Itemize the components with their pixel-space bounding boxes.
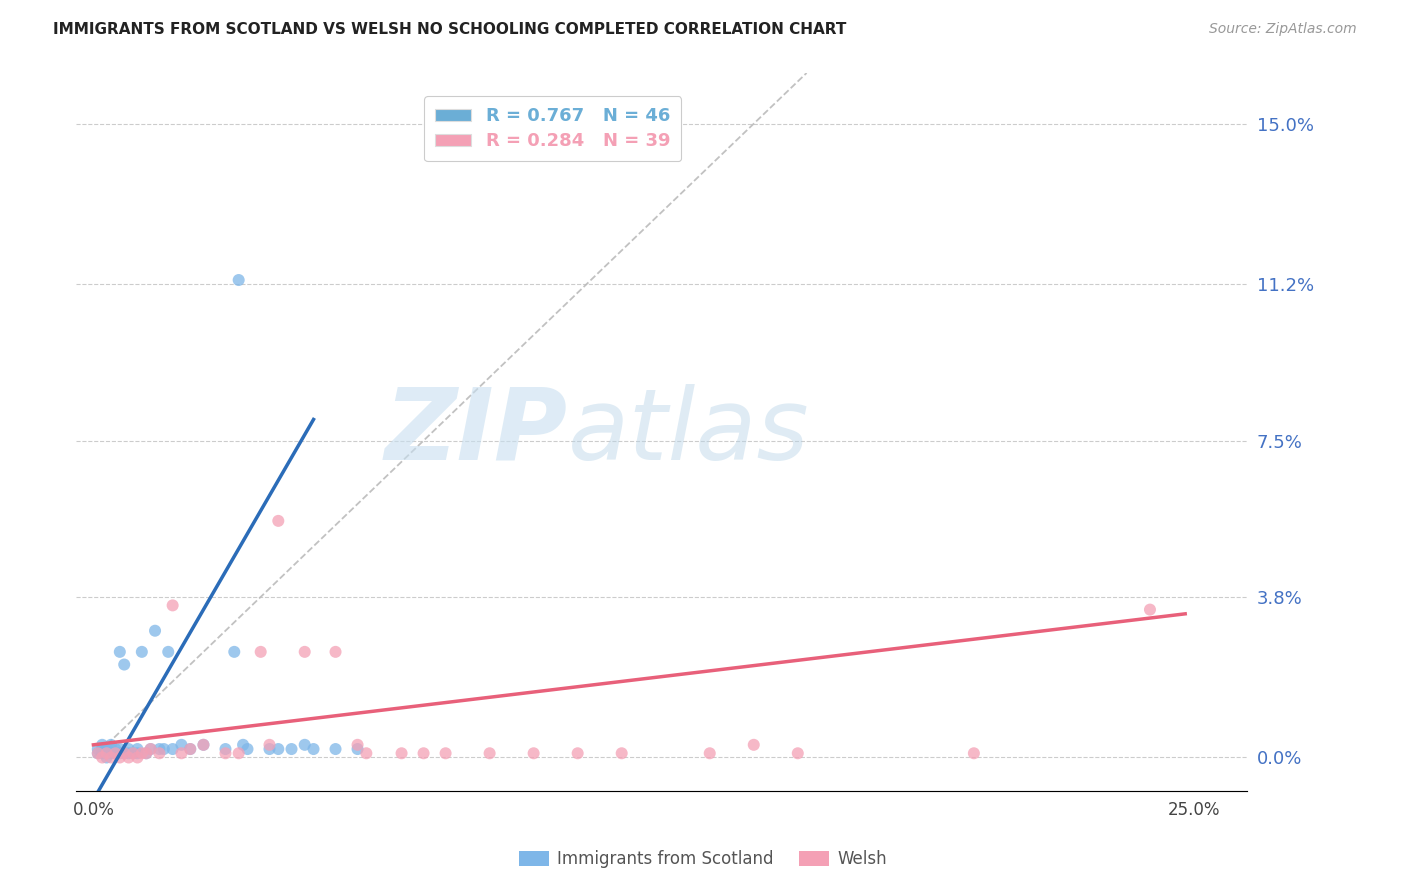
Point [699, 746, 721, 760]
Point [346, 738, 368, 752]
Point [193, 738, 215, 752]
Point [259, 738, 281, 752]
Point [127, 750, 149, 764]
Point [224, 645, 246, 659]
Point [91, 750, 114, 764]
Point [148, 746, 170, 760]
Point [96, 742, 118, 756]
Text: atlas: atlas [568, 384, 810, 481]
Point [162, 599, 184, 613]
Point [325, 645, 347, 659]
Point [96, 746, 118, 760]
Point [135, 746, 157, 760]
Point [117, 746, 139, 760]
Point [108, 742, 131, 756]
Point [91, 738, 114, 752]
Point [232, 738, 254, 752]
Point [236, 742, 259, 756]
Point [434, 746, 457, 760]
Point [1139, 602, 1161, 616]
Point [228, 746, 250, 760]
Point [122, 746, 145, 760]
Legend: R = 0.767   N = 46, R = 0.284   N = 39: R = 0.767 N = 46, R = 0.284 N = 39 [425, 96, 681, 161]
Point [96, 746, 118, 760]
Point [117, 742, 139, 756]
Point [112, 746, 135, 760]
Point [412, 746, 434, 760]
Point [267, 514, 290, 528]
Point [100, 742, 122, 756]
Point [162, 742, 184, 756]
Point [179, 742, 201, 756]
Point [91, 742, 114, 756]
Point [127, 746, 149, 760]
Point [87, 742, 110, 756]
Point [148, 742, 170, 756]
Point [170, 746, 193, 760]
Point [131, 645, 153, 659]
Point [302, 742, 325, 756]
Point [786, 746, 808, 760]
Point [294, 738, 316, 752]
Point [356, 746, 378, 760]
Point [108, 750, 131, 764]
Point [112, 746, 135, 760]
Point [135, 746, 157, 760]
Point [91, 746, 114, 760]
Point [143, 624, 166, 638]
Point [139, 742, 162, 756]
Point [131, 746, 153, 760]
Point [139, 742, 162, 756]
Point [325, 742, 347, 756]
Point [87, 746, 110, 760]
Point [117, 750, 139, 764]
Point [294, 645, 316, 659]
Point [96, 750, 118, 764]
Point [100, 746, 122, 760]
Point [170, 738, 193, 752]
Point [193, 738, 215, 752]
Point [523, 746, 546, 760]
Text: ZIP: ZIP [385, 384, 568, 481]
Point [100, 738, 122, 752]
Point [214, 746, 236, 760]
Point [157, 645, 180, 659]
Point [346, 742, 368, 756]
Point [963, 746, 986, 760]
Point [87, 746, 110, 760]
Point [112, 657, 135, 672]
Point [478, 746, 501, 760]
Point [104, 746, 127, 760]
Point [127, 742, 149, 756]
Legend: Immigrants from Scotland, Welsh: Immigrants from Scotland, Welsh [512, 844, 894, 875]
Point [567, 746, 589, 760]
Point [104, 746, 127, 760]
Point [280, 742, 302, 756]
Point [249, 645, 271, 659]
Point [214, 742, 236, 756]
Point [153, 742, 176, 756]
Point [104, 742, 127, 756]
Point [179, 742, 201, 756]
Point [391, 746, 413, 760]
Point [610, 746, 633, 760]
Point [742, 738, 765, 752]
Text: IMMIGRANTS FROM SCOTLAND VS WELSH NO SCHOOLING COMPLETED CORRELATION CHART: IMMIGRANTS FROM SCOTLAND VS WELSH NO SCH… [53, 22, 846, 37]
Point [108, 645, 131, 659]
Point [267, 742, 290, 756]
Text: Source: ZipAtlas.com: Source: ZipAtlas.com [1209, 22, 1357, 37]
Point [259, 742, 281, 756]
Point [122, 746, 145, 760]
Point [108, 746, 131, 760]
Point [228, 273, 250, 287]
Point [100, 750, 122, 764]
